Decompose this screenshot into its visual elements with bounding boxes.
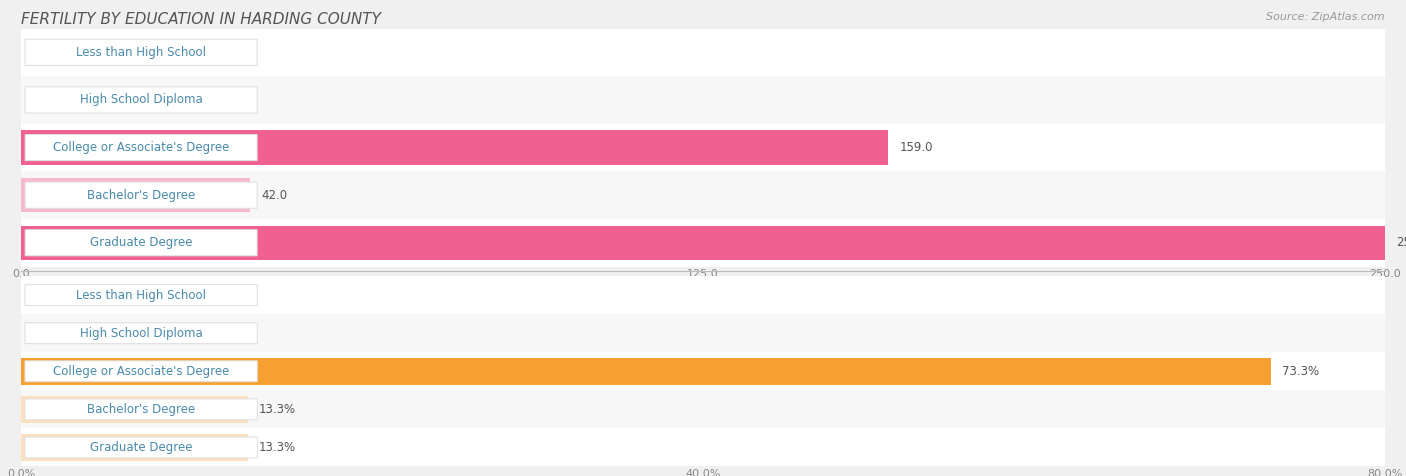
Bar	[21, 314, 1385, 352]
Text: College or Associate's Degree: College or Associate's Degree	[53, 365, 229, 378]
FancyBboxPatch shape	[25, 361, 257, 382]
Bar	[21, 428, 1385, 466]
Bar	[21, 130, 889, 165]
Text: 250.0: 250.0	[1396, 236, 1406, 249]
FancyBboxPatch shape	[25, 230, 257, 256]
Text: 42.0: 42.0	[262, 188, 287, 202]
FancyBboxPatch shape	[25, 182, 257, 208]
FancyBboxPatch shape	[25, 40, 257, 66]
FancyBboxPatch shape	[25, 87, 257, 113]
Text: 0.0%: 0.0%	[32, 288, 62, 302]
Text: Less than High School: Less than High School	[76, 46, 207, 59]
FancyBboxPatch shape	[25, 134, 257, 161]
FancyBboxPatch shape	[25, 437, 257, 458]
Bar	[21, 352, 1385, 390]
Bar	[21, 357, 1271, 385]
Text: Graduate Degree: Graduate Degree	[90, 236, 193, 249]
Bar	[21, 219, 1385, 267]
Text: 13.3%: 13.3%	[259, 403, 295, 416]
Text: College or Associate's Degree: College or Associate's Degree	[53, 141, 229, 154]
Text: 73.3%: 73.3%	[1282, 365, 1319, 378]
Bar	[21, 124, 1385, 171]
Bar	[21, 178, 250, 212]
Text: 159.0: 159.0	[900, 141, 934, 154]
Bar	[21, 226, 1385, 260]
Text: Bachelor's Degree: Bachelor's Degree	[87, 403, 195, 416]
Bar	[21, 396, 247, 423]
Text: FERTILITY BY EDUCATION IN HARDING COUNTY: FERTILITY BY EDUCATION IN HARDING COUNTY	[21, 12, 381, 27]
Text: 0.0: 0.0	[32, 93, 51, 107]
Text: Less than High School: Less than High School	[76, 288, 207, 302]
FancyBboxPatch shape	[25, 399, 257, 420]
Text: Graduate Degree: Graduate Degree	[90, 441, 193, 454]
FancyBboxPatch shape	[25, 285, 257, 306]
Text: 0.0: 0.0	[32, 46, 51, 59]
FancyBboxPatch shape	[25, 323, 257, 344]
Bar	[21, 434, 247, 461]
Text: Bachelor's Degree: Bachelor's Degree	[87, 188, 195, 202]
Text: High School Diploma: High School Diploma	[80, 93, 202, 107]
Text: High School Diploma: High School Diploma	[80, 327, 202, 340]
Bar	[21, 29, 1385, 76]
Text: 13.3%: 13.3%	[259, 441, 295, 454]
Bar	[21, 171, 1385, 219]
Bar	[21, 276, 1385, 314]
Bar	[21, 390, 1385, 428]
Text: 0.0%: 0.0%	[32, 327, 62, 340]
Text: Source: ZipAtlas.com: Source: ZipAtlas.com	[1267, 12, 1385, 22]
Bar	[21, 76, 1385, 124]
